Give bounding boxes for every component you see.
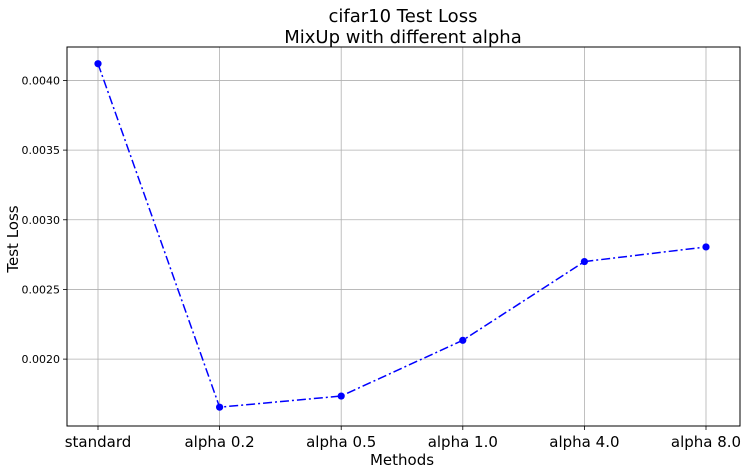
y-axis: 0.0020 0.0025 0.0030 0.0035 0.0040 (22, 74, 67, 366)
y-tick-label: 0.0035 (22, 144, 61, 157)
x-axis-label: Methods (370, 451, 434, 469)
data-point (580, 257, 589, 266)
x-tick-label: alpha 4.0 (549, 433, 619, 451)
chart-subtitle: MixUp with different alpha (284, 27, 521, 48)
y-axis-label: Test Loss (4, 205, 22, 273)
data-point (459, 336, 467, 344)
grid (67, 47, 740, 426)
y-tick-label: 0.0030 (22, 214, 61, 227)
y-tick-label: 0.0040 (22, 74, 61, 87)
x-tick-label: alpha 0.2 (184, 433, 254, 451)
plot-frame (66, 46, 741, 427)
x-axis: standard alpha 0.2 alpha 0.5 alpha 1.0 alpha… (65, 426, 741, 451)
data-point (94, 60, 102, 68)
series (94, 60, 710, 411)
data-point (216, 403, 224, 411)
series-line (97, 63, 707, 408)
chart-title: cifar10 Test Loss (329, 6, 478, 27)
x-tick-label: alpha 1.0 (428, 433, 498, 451)
y-tick-label: 0.0020 (22, 353, 61, 366)
data-point (337, 392, 345, 400)
y-tick-label: 0.0025 (22, 283, 61, 296)
data-point (702, 243, 710, 251)
x-tick-label: alpha 8.0 (671, 433, 741, 451)
x-tick-label: standard (65, 433, 132, 451)
x-tick-label: alpha 0.5 (306, 433, 376, 451)
